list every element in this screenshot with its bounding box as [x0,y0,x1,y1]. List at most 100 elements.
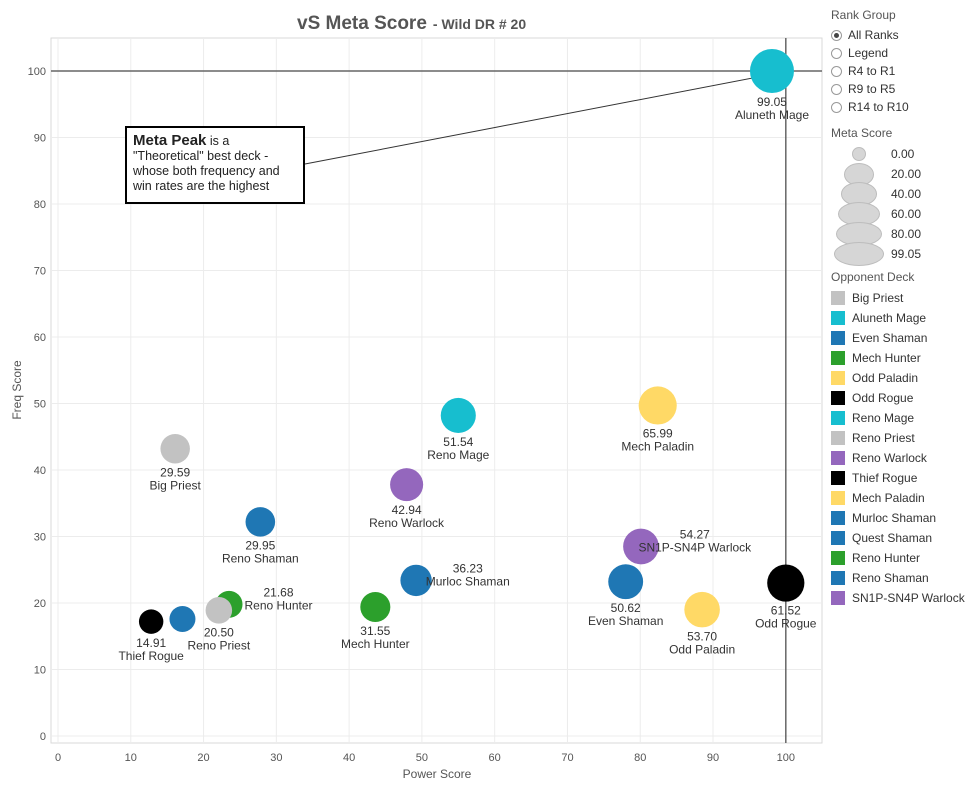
data-label-value: 21.68 [264,585,294,599]
data-label-value: 65.99 [643,427,673,441]
point-odd-paladin[interactable] [684,591,720,628]
x-tick-label: 40 [343,752,355,764]
color-swatch [831,371,845,385]
color-swatch [831,291,845,305]
x-tick-label: 70 [561,752,573,764]
deck-legend-item[interactable]: Big Priest [831,288,978,308]
point-reno-warlock[interactable] [390,468,424,502]
chart-subtitle: - Wild DR # 20 [433,16,526,32]
x-tick-label: 50 [416,752,428,764]
radio-icon[interactable] [831,83,842,95]
point-quest-shaman[interactable] [169,605,196,632]
y-axis-label: Freq Score [10,360,24,420]
deck-legend-label: Mech Hunter [852,351,921,365]
size-legend-value: 20.00 [891,167,922,181]
radio-icon[interactable] [831,29,842,41]
size-legend-value: 99.05 [891,247,922,261]
deck-legend-item[interactable]: Reno Shaman [831,568,978,588]
color-swatch [831,531,845,545]
deck-legend-label: Quest Shaman [852,531,933,545]
point-murloc-shaman[interactable] [400,564,432,597]
deck-legend-item[interactable]: Reno Hunter [831,548,978,568]
color-swatch [831,491,845,505]
point-even-shaman[interactable] [608,564,644,600]
deck-legend-label: Thief Rogue [852,471,918,485]
deck-legend-item[interactable]: Reno Mage [831,408,978,428]
rank-option-legend[interactable]: Legend [831,44,978,62]
rank-option-r14-to-r10[interactable]: R14 to R10 [831,98,978,116]
deck-legend-item[interactable]: Aluneth Mage [831,308,978,328]
radio-icon[interactable] [831,101,842,113]
rank-option-all-ranks[interactable]: All Ranks [831,26,978,44]
radio-icon[interactable] [831,47,842,59]
point-mech-paladin[interactable] [638,386,677,425]
size-legend-circle [834,242,884,266]
plot-area-border [50,37,823,744]
y-tick-label: 80 [34,199,46,211]
size-legend-value: 0.00 [891,147,915,161]
deck-legend-item[interactable]: Mech Hunter [831,348,978,368]
deck-legend-item[interactable]: Quest Shaman [831,528,978,548]
deck-legend-item[interactable]: Reno Warlock [831,448,978,468]
size-legend-item: 99.05 [831,242,978,266]
deck-legend-item[interactable]: Odd Rogue [831,388,978,408]
color-swatch [831,391,845,405]
data-label-value: 29.95 [245,539,275,553]
size-legend-value: 80.00 [891,227,922,241]
chart-title: vS Meta Score - Wild DR # 20 [297,13,526,34]
deck-legend-item[interactable]: Odd Paladin [831,368,978,388]
data-label-name: Reno Warlock [369,516,445,530]
deck-legend-label: Reno Priest [852,431,915,445]
point-mech-hunter[interactable] [360,591,391,623]
data-label-value: 36.23 [453,561,483,575]
opponent-deck-title: Opponent Deck [831,270,915,284]
deck-legend-label: Mech Paladin [852,491,925,505]
data-label-value: 42.94 [392,503,422,517]
deck-legend-item[interactable]: Murloc Shaman [831,508,978,528]
point-reno-priest[interactable] [205,597,233,624]
data-label-value: 14.91 [136,636,166,650]
x-tick-label: 0 [55,752,61,764]
rank-option-r4-to-r1[interactable]: R4 to R1 [831,62,978,80]
size-legend-item: 60.00 [831,202,978,226]
size-legend-circle [852,147,866,161]
data-label-name: Murloc Shaman [426,574,510,588]
rank-option-r9-to-r5[interactable]: R9 to R5 [831,80,978,98]
x-tick-label: 10 [125,752,137,764]
deck-legend-label: Odd Paladin [852,371,919,385]
data-label-value: 20.50 [204,626,234,640]
point-reno-mage[interactable] [440,397,476,434]
rank-option-label: All Ranks [848,28,899,42]
deck-legend-label: Reno Mage [852,411,915,425]
color-swatch [831,591,845,605]
y-tick-label: 60 [34,332,46,344]
point-odd-rogue[interactable] [767,564,805,602]
point-sn1p-sn4p-warlock[interactable] [623,528,659,565]
data-label-value: 54.27 [680,527,710,541]
y-tick-label: 100 [28,66,46,78]
rank-group-options: All Ranks Legend R4 to R1 R9 to R5 R14 to R1… [831,26,978,116]
point-big-priest[interactable] [160,433,190,464]
color-swatch [831,551,845,565]
legend-panel: Rank Group All Ranks Legend R4 to R1 R9 to … [831,8,978,608]
deck-legend-item[interactable]: Even Shaman [831,328,978,348]
radio-icon[interactable] [831,65,842,77]
point-reno-shaman[interactable] [245,507,276,537]
y-tick-label: 10 [34,665,46,677]
point-thief-rogue[interactable] [138,609,164,634]
deck-legend-item[interactable]: SN1P-SN4P Warlock [831,588,978,608]
deck-legend-item[interactable]: Reno Priest [831,428,978,448]
point-aluneth-mage[interactable] [749,49,794,93]
meta-score-title: Meta Score [831,126,893,140]
data-label-name: Reno Priest [187,639,250,653]
rank-group-title: Rank Group [831,8,896,22]
y-tick-label: 50 [34,399,46,411]
size-legend-value: 40.00 [891,187,922,201]
deck-legend-item[interactable]: Thief Rogue [831,468,978,488]
deck-legend-item[interactable]: Mech Paladin [831,488,978,508]
data-label-name: Mech Paladin [621,440,694,454]
reference-lines [51,38,822,743]
color-swatch [831,311,845,325]
